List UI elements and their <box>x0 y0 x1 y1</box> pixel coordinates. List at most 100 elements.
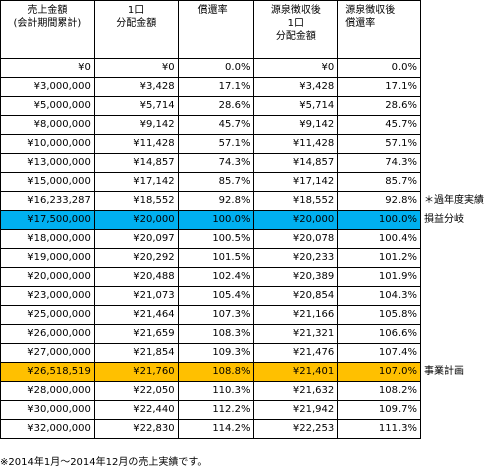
row-note: 損益分岐 <box>424 214 464 225</box>
distribution-cell: ¥18,552 <box>93 191 179 211</box>
table-row: ¥17,500,000 ¥20,000 100.0% ¥20,000 100.0% 損益分… <box>0 210 496 230</box>
distribution-cell: ¥20,097 <box>93 229 179 249</box>
redemption-rate-after-tax-cell: 28.6% <box>337 96 421 116</box>
redemption-rate-cell: 57.1% <box>177 134 255 154</box>
sales-cell: ¥8,000,000 <box>0 115 95 135</box>
row-note <box>421 249 496 268</box>
sales-cell: ¥15,000,000 <box>0 172 95 192</box>
header-sales-line2: (会計期間累計) <box>13 18 82 29</box>
header-distribution-after-tax-line2: 1口 <box>287 18 305 29</box>
redemption-rate-cell: 107.3% <box>177 305 255 325</box>
sales-cell: ¥23,000,000 <box>0 286 95 306</box>
sales-cell: ¥5,000,000 <box>0 96 95 116</box>
distribution-cell: ¥22,050 <box>93 381 179 401</box>
distribution-after-tax-cell: ¥9,142 <box>253 115 339 135</box>
table-row: ¥0 ¥0 0.0% ¥0 0.0% <box>0 58 496 78</box>
redemption-rate-cell: 92.8% <box>177 191 255 211</box>
redemption-rate-after-tax-cell: 101.2% <box>337 248 421 268</box>
header-sales: 売上金額 (会計期間累計) <box>0 0 95 59</box>
row-note: 事業計画 <box>424 366 464 377</box>
row-note: ＊過年度実績 <box>424 195 484 206</box>
redemption-rate-after-tax-cell: 92.8% <box>337 191 421 211</box>
header-distribution-line1: 1口 <box>127 5 145 16</box>
header-distribution-line2: 分配金額 <box>116 18 157 29</box>
distribution-after-tax-cell: ¥20,389 <box>253 267 339 287</box>
distribution-cell: ¥21,464 <box>93 305 179 325</box>
header-sales-line1: 売上金額 <box>27 5 68 16</box>
distribution-after-tax-cell: ¥20,233 <box>253 248 339 268</box>
header-distribution-after-tax-line3: 分配金額 <box>275 31 316 42</box>
row-note <box>421 287 496 306</box>
redemption-table: 売上金額 (会計期間累計) 1口 分配金額 償還率 源泉徴収後 1口 分配金額 … <box>0 0 496 439</box>
redemption-rate-after-tax-cell: 104.3% <box>337 286 421 306</box>
redemption-rate-cell: 0.0% <box>177 58 255 78</box>
redemption-rate-after-tax-cell: 109.7% <box>337 400 421 420</box>
table-row: ¥10,000,000 ¥11,428 57.1% ¥11,428 57.1% <box>0 134 496 154</box>
redemption-rate-after-tax-cell: 0.0% <box>337 58 421 78</box>
redemption-rate-cell: 102.4% <box>177 267 255 287</box>
distribution-cell: ¥21,659 <box>93 324 179 344</box>
header-distribution: 1口 分配金額 <box>93 0 179 59</box>
redemption-rate-cell: 114.2% <box>177 419 255 439</box>
sales-cell: ¥13,000,000 <box>0 153 95 173</box>
redemption-rate-cell: 100.0% <box>177 210 255 230</box>
row-note <box>421 268 496 287</box>
distribution-after-tax-cell: ¥17,142 <box>253 172 339 192</box>
header-redemption-rate-line1: 償還率 <box>197 5 228 16</box>
row-note <box>421 382 496 401</box>
sales-cell: ¥17,500,000 <box>0 210 95 230</box>
row-note <box>421 230 496 249</box>
distribution-cell: ¥9,142 <box>93 115 179 135</box>
distribution-after-tax-cell: ¥21,942 <box>253 400 339 420</box>
header-distribution-after-tax-line1: 源泉徴収後 <box>270 5 321 16</box>
redemption-rate-cell: 105.4% <box>177 286 255 306</box>
sales-cell: ¥10,000,000 <box>0 134 95 154</box>
redemption-rate-after-tax-cell: 74.3% <box>337 153 421 173</box>
sales-cell: ¥27,000,000 <box>0 343 95 363</box>
redemption-rate-cell: 108.8% <box>177 362 255 382</box>
sales-cell: ¥32,000,000 <box>0 419 95 439</box>
table-row: ¥32,000,000 ¥22,830 114.2% ¥22,253 111.3% <box>0 419 496 439</box>
sales-cell: ¥20,000,000 <box>0 267 95 287</box>
redemption-rate-after-tax-cell: 100.4% <box>337 229 421 249</box>
row-note <box>421 154 496 173</box>
table-row: ¥8,000,000 ¥9,142 45.7% ¥9,142 45.7% <box>0 115 496 135</box>
redemption-rate-after-tax-cell: 106.6% <box>337 324 421 344</box>
redemption-table-wrapper: 売上金額 (会計期間累計) 1口 分配金額 償還率 源泉徴収後 1口 分配金額 … <box>0 0 496 439</box>
header-redemption-rate-after-tax: 源泉徴収後 償還率 <box>337 0 421 59</box>
sales-cell: ¥3,000,000 <box>0 77 95 97</box>
redemption-rate-cell: 108.3% <box>177 324 255 344</box>
redemption-rate-after-tax-cell: 57.1% <box>337 134 421 154</box>
table-row: ¥19,000,000 ¥20,292 101.5% ¥20,233 101.2% <box>0 248 496 268</box>
row-note <box>421 344 496 363</box>
header-note-cell <box>421 1 496 59</box>
table-row: ¥3,000,000 ¥3,428 17.1% ¥3,428 17.1% <box>0 77 496 97</box>
redemption-rate-cell: 109.3% <box>177 343 255 363</box>
distribution-cell: ¥21,760 <box>93 362 179 382</box>
distribution-cell: ¥20,488 <box>93 267 179 287</box>
redemption-rate-cell: 110.3% <box>177 381 255 401</box>
redemption-rate-after-tax-cell: 45.7% <box>337 115 421 135</box>
footnote: ※2014年1月～2014年12月の売上実績です。 <box>0 457 208 468</box>
redemption-rate-cell: 28.6% <box>177 96 255 116</box>
sales-cell: ¥16,233,287 <box>0 191 95 211</box>
row-note <box>421 306 496 325</box>
row-note <box>421 97 496 116</box>
table-body: ¥0 ¥0 0.0% ¥0 0.0% ¥3,000,000 ¥3,428 17.1% ¥3,42… <box>0 58 496 439</box>
sales-cell: ¥30,000,000 <box>0 400 95 420</box>
table-row: ¥28,000,000 ¥22,050 110.3% ¥21,632 108.2% <box>0 381 496 401</box>
distribution-cell: ¥20,000 <box>93 210 179 230</box>
distribution-cell: ¥0 <box>93 58 179 78</box>
row-note <box>421 59 496 78</box>
table-row: ¥5,000,000 ¥5,714 28.6% ¥5,714 28.6% <box>0 96 496 116</box>
distribution-cell: ¥17,142 <box>93 172 179 192</box>
redemption-rate-after-tax-cell: 17.1% <box>337 77 421 97</box>
distribution-after-tax-cell: ¥21,166 <box>253 305 339 325</box>
distribution-cell: ¥22,830 <box>93 419 179 439</box>
sales-cell: ¥26,518,519 <box>0 362 95 382</box>
distribution-after-tax-cell: ¥5,714 <box>253 96 339 116</box>
row-note <box>421 325 496 344</box>
distribution-after-tax-cell: ¥3,428 <box>253 77 339 97</box>
row-note <box>421 135 496 154</box>
sales-cell: ¥26,000,000 <box>0 324 95 344</box>
